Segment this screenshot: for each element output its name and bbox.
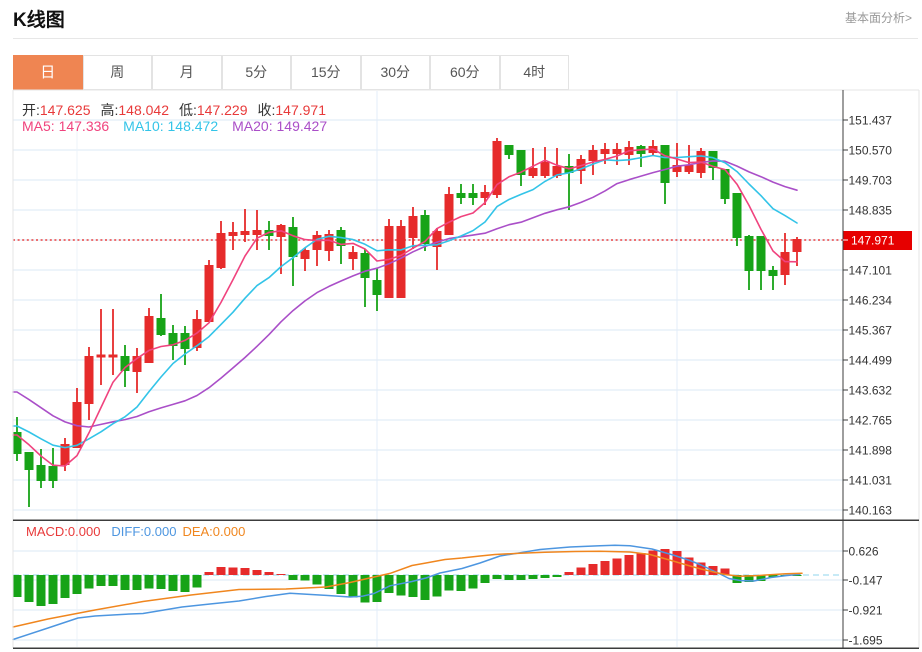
svg-text:145.367: 145.367: [849, 324, 893, 338]
svg-text:-1.695: -1.695: [849, 634, 883, 648]
svg-text:140.163: 140.163: [849, 504, 893, 518]
svg-text:143.632: 143.632: [849, 384, 893, 398]
svg-text:-0.921: -0.921: [849, 604, 883, 618]
svg-text:151.437: 151.437: [849, 114, 893, 128]
svg-text:-0.147: -0.147: [849, 574, 883, 588]
svg-text:149.703: 149.703: [849, 174, 893, 188]
svg-text:146.234: 146.234: [849, 294, 893, 308]
svg-text:144.499: 144.499: [849, 354, 893, 368]
svg-text:147.971: 147.971: [851, 234, 895, 248]
svg-text:0.626: 0.626: [849, 545, 879, 559]
svg-text:141.898: 141.898: [849, 444, 893, 458]
svg-text:148.835: 148.835: [849, 204, 893, 218]
svg-text:150.570: 150.570: [849, 144, 893, 158]
svg-text:147.101: 147.101: [849, 264, 893, 278]
svg-text:142.765: 142.765: [849, 414, 893, 428]
svg-text:141.031: 141.031: [849, 474, 893, 488]
